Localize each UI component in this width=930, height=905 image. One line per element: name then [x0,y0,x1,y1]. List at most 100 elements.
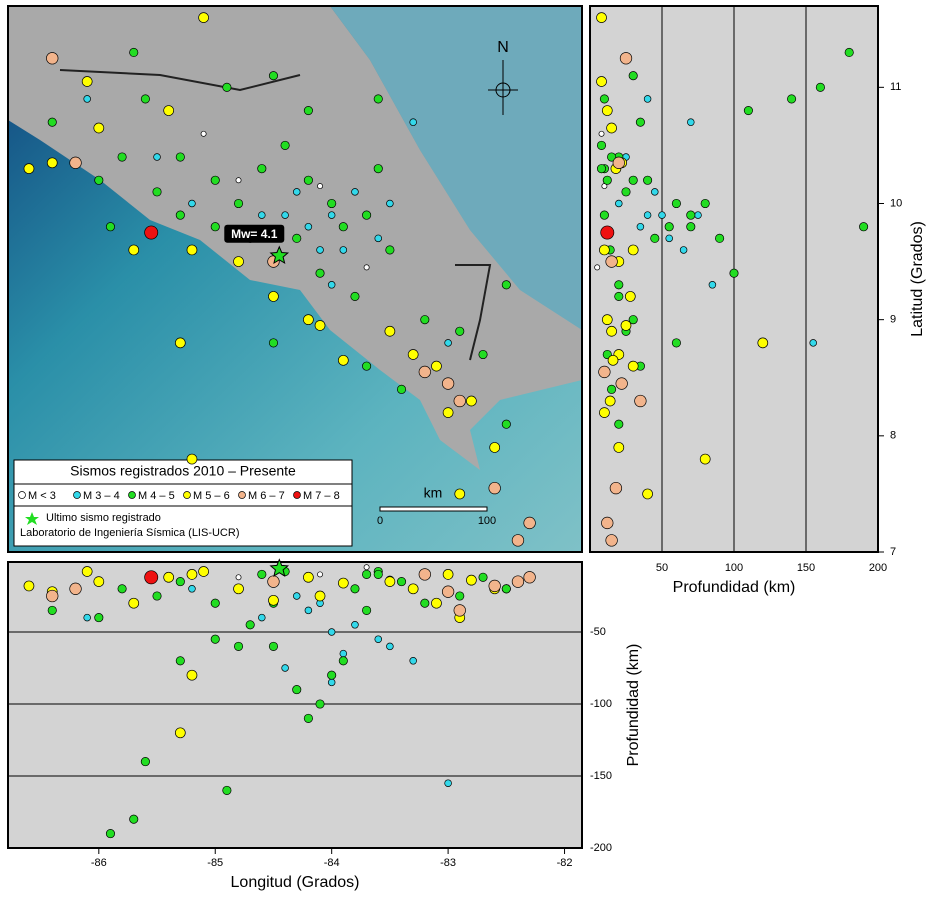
event-lat-depth [699,453,711,465]
event-lat-depth [757,337,769,349]
event-map [303,175,313,185]
legend-label: M 7 – 8 [303,490,340,502]
event-lat-depth [628,71,638,81]
event-lon-depth [222,785,232,795]
event-lat-depth [700,198,710,209]
event-map [140,94,150,104]
event-lon-depth [188,585,196,593]
legend-swatch [238,491,246,499]
event-lat-depth [729,268,739,278]
event-lon-depth [315,699,325,709]
event-map [396,384,407,394]
legend-label: M < 3 [28,490,56,502]
event-lon-depth [174,727,186,739]
event-lon-depth [186,569,198,580]
event-lon-depth [47,605,57,615]
event-lat-depth [596,12,607,23]
event-map [292,188,301,196]
event-map [407,349,419,360]
event-map [501,419,511,429]
event-map [175,210,185,220]
event-map [163,105,175,116]
last-event-star [269,245,290,265]
event-lon-depth [444,779,452,787]
last-event-label: Mw= 4.1 [231,227,278,241]
event-map [374,234,382,243]
event-lat-depth [809,339,817,347]
event-lat-depth [598,130,605,137]
event-lat-depth [614,280,624,290]
y-tick-label: -50 [590,626,606,638]
event-map [268,338,279,348]
event-lat-depth [604,395,616,407]
event-map [314,320,326,331]
event-lat-depth [614,419,624,429]
y-tick-label: -100 [590,698,612,710]
event-lat-depth [607,384,617,394]
event-lat-depth [601,516,614,530]
event-lat-depth [686,210,696,220]
event-map [303,314,314,326]
event-lon-depth [186,669,198,681]
event-map [373,164,383,174]
event-lat-depth [635,117,645,127]
event-map [23,163,35,174]
event-map [186,453,198,465]
event-lon-depth [257,569,267,579]
y-tick-label: 10 [890,197,902,209]
event-map [327,281,336,289]
event-map [94,175,104,185]
event-map [327,211,336,219]
event-lat-depth [606,325,617,337]
event-lon-depth [384,576,396,587]
event-lon-depth [327,678,336,687]
y-tick-label: 11 [890,81,901,93]
y-tick-label: 9 [890,314,896,326]
event-lat-depth [620,320,632,331]
event-lon-depth [350,584,360,594]
event-lon-depth [94,613,104,623]
event-map [47,117,57,127]
event-map [129,47,139,58]
event-map [466,395,477,407]
event-lon-depth [337,577,349,589]
event-lat-depth [650,233,660,243]
event-map [418,365,431,379]
event-map [83,95,91,103]
event-lon-depth [501,584,511,594]
event-map [233,256,244,267]
event-lon-depth [69,582,82,595]
legend-label: M 5 – 6 [193,490,230,502]
event-lon-depth [338,656,348,666]
event-lon-depth [442,569,454,580]
event-lat-depth [643,175,653,185]
event-lon-depth [267,575,280,588]
event-lon-depth [431,597,442,609]
event-lon-depth [81,566,93,577]
event-lon-depth [386,642,394,651]
event-lat-depth [609,481,623,495]
event-map [442,407,454,418]
event-lon-depth [258,613,266,622]
event-map [128,244,140,256]
credit: Laboratorio de Ingeniería Sísmica (LIS-U… [20,527,239,539]
legend-swatch [128,491,136,499]
event-lat-depth [634,394,647,408]
event-lat-depth [671,338,681,348]
star-label: Ultimo sismo registrado [46,512,161,524]
event-lon-depth [453,604,466,617]
event-lon-depth [128,597,140,609]
event-lon-depth [292,685,302,695]
event-map [501,280,511,290]
event-map [362,361,372,371]
event-lon-depth [281,664,289,672]
event-lon-depth [23,580,35,592]
event-lon-depth [175,577,185,587]
event-map [281,211,289,219]
event-map [350,291,360,301]
event-lat-depth [596,76,607,87]
event-lon-depth [140,757,150,767]
event-map [258,211,266,219]
event-lat-depth [614,291,624,301]
